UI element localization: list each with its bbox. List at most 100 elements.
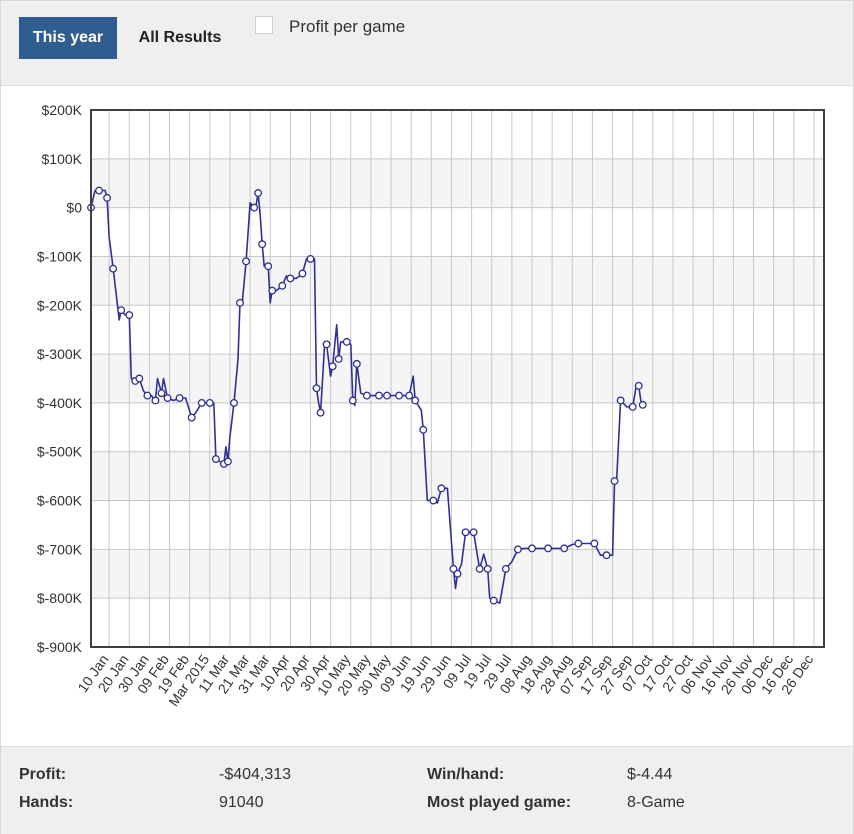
summary-panel: Profit: -$404,313 Win/hand: $-4.44 Hands… [1,746,853,834]
y-tick-label: $-800K [37,590,83,606]
plot-band [91,500,824,550]
data-point [638,400,647,409]
data-point [375,391,383,400]
plot-band [91,402,824,452]
hands-label: Hands: [19,794,74,811]
profit-per-game-checkbox[interactable] [255,16,273,34]
y-axis-ticks: $200K $100K $0 $-100K $-200K $-300K $-400K $-50… [37,102,83,655]
data-point [328,362,337,371]
y-tick-label: $0 [66,200,82,216]
data-point [316,408,325,417]
data-point [453,569,462,578]
data-point [513,545,522,554]
tab-this-year[interactable]: This year [19,17,117,59]
data-point [475,564,484,573]
data-point [230,398,238,407]
filter-toolbar: This year All Results Profit per game [1,1,853,86]
data-point [306,254,315,263]
data-point [590,539,599,548]
data-point [264,262,273,271]
data-point [342,337,351,346]
data-point [175,394,184,402]
data-point [616,396,625,405]
data-point [628,402,637,411]
plot-band [91,110,824,159]
tab-all-results[interactable]: All Results [125,17,235,59]
data-point [143,391,152,400]
data-point [574,539,583,548]
data-point [560,544,569,553]
plot-band [91,354,824,403]
profit-label: Profit: [19,766,67,783]
y-tick-label: $200K [42,102,83,118]
data-point [322,340,331,349]
data-point [268,286,277,295]
data-point [544,544,553,553]
data-point [469,528,478,537]
data-point [254,189,263,197]
data-point [223,457,232,466]
y-tick-label: $-600K [37,493,83,509]
profit-series [87,186,647,605]
data-point [411,396,420,405]
data-point [135,374,144,383]
data-point [419,425,428,434]
win-per-hand-value: $-4.44 [627,766,673,783]
data-point [205,398,214,407]
y-tick-label: $-500K [37,444,83,460]
data-point [437,484,446,493]
profit-chart: $200K $100K $0 $-100K $-200K $-300K $-400K $-50… [1,86,853,746]
data-point [501,564,510,573]
plot-band [91,207,824,257]
profit-value: -$404,313 [219,766,292,783]
hands-value: 91040 [219,794,264,811]
data-point [298,269,307,278]
most-played-game-value: 8-Game [627,794,685,811]
data-point [352,359,361,368]
data-point [461,528,470,537]
most-played-game-label: Most played game: [427,794,572,811]
data-point [187,413,196,422]
plot-band [91,305,824,355]
plot-band [91,158,824,208]
data-point [250,203,259,212]
data-point [109,264,118,273]
y-tick-label: $-700K [37,541,83,557]
y-tick-label: $-200K [37,297,83,313]
data-point [157,389,166,398]
vertical-gridlines [108,110,815,647]
data-point [489,596,498,605]
data-point [151,396,160,405]
y-tick-label: $-400K [37,395,83,411]
data-point [103,193,112,202]
data-point [449,564,458,573]
data-point [362,391,371,400]
y-tick-label: $-300K [37,346,83,362]
data-point [405,391,414,400]
data-point [278,281,287,290]
data-point [163,394,172,402]
data-point [602,551,611,560]
data-point [197,398,206,407]
plot-band [91,256,824,306]
profit-per-game-label: Profit per game [289,17,406,36]
data-point [125,311,134,319]
plot-band [91,451,824,501]
plot-bands [91,110,824,647]
data-point [528,544,536,553]
data-point [348,396,357,405]
data-point [395,391,404,400]
data-point [312,384,321,393]
y-tick-label: $-900K [37,639,83,655]
plot-band [91,598,824,647]
plot-frame [90,109,825,648]
data-point [429,496,438,505]
win-per-hand-label: Win/hand: [427,766,505,783]
data-point [211,455,220,463]
data-point [610,477,619,485]
y-tick-label: $100K [42,151,83,167]
data-point [634,381,643,390]
y-tick-label: $-100K [37,248,83,264]
